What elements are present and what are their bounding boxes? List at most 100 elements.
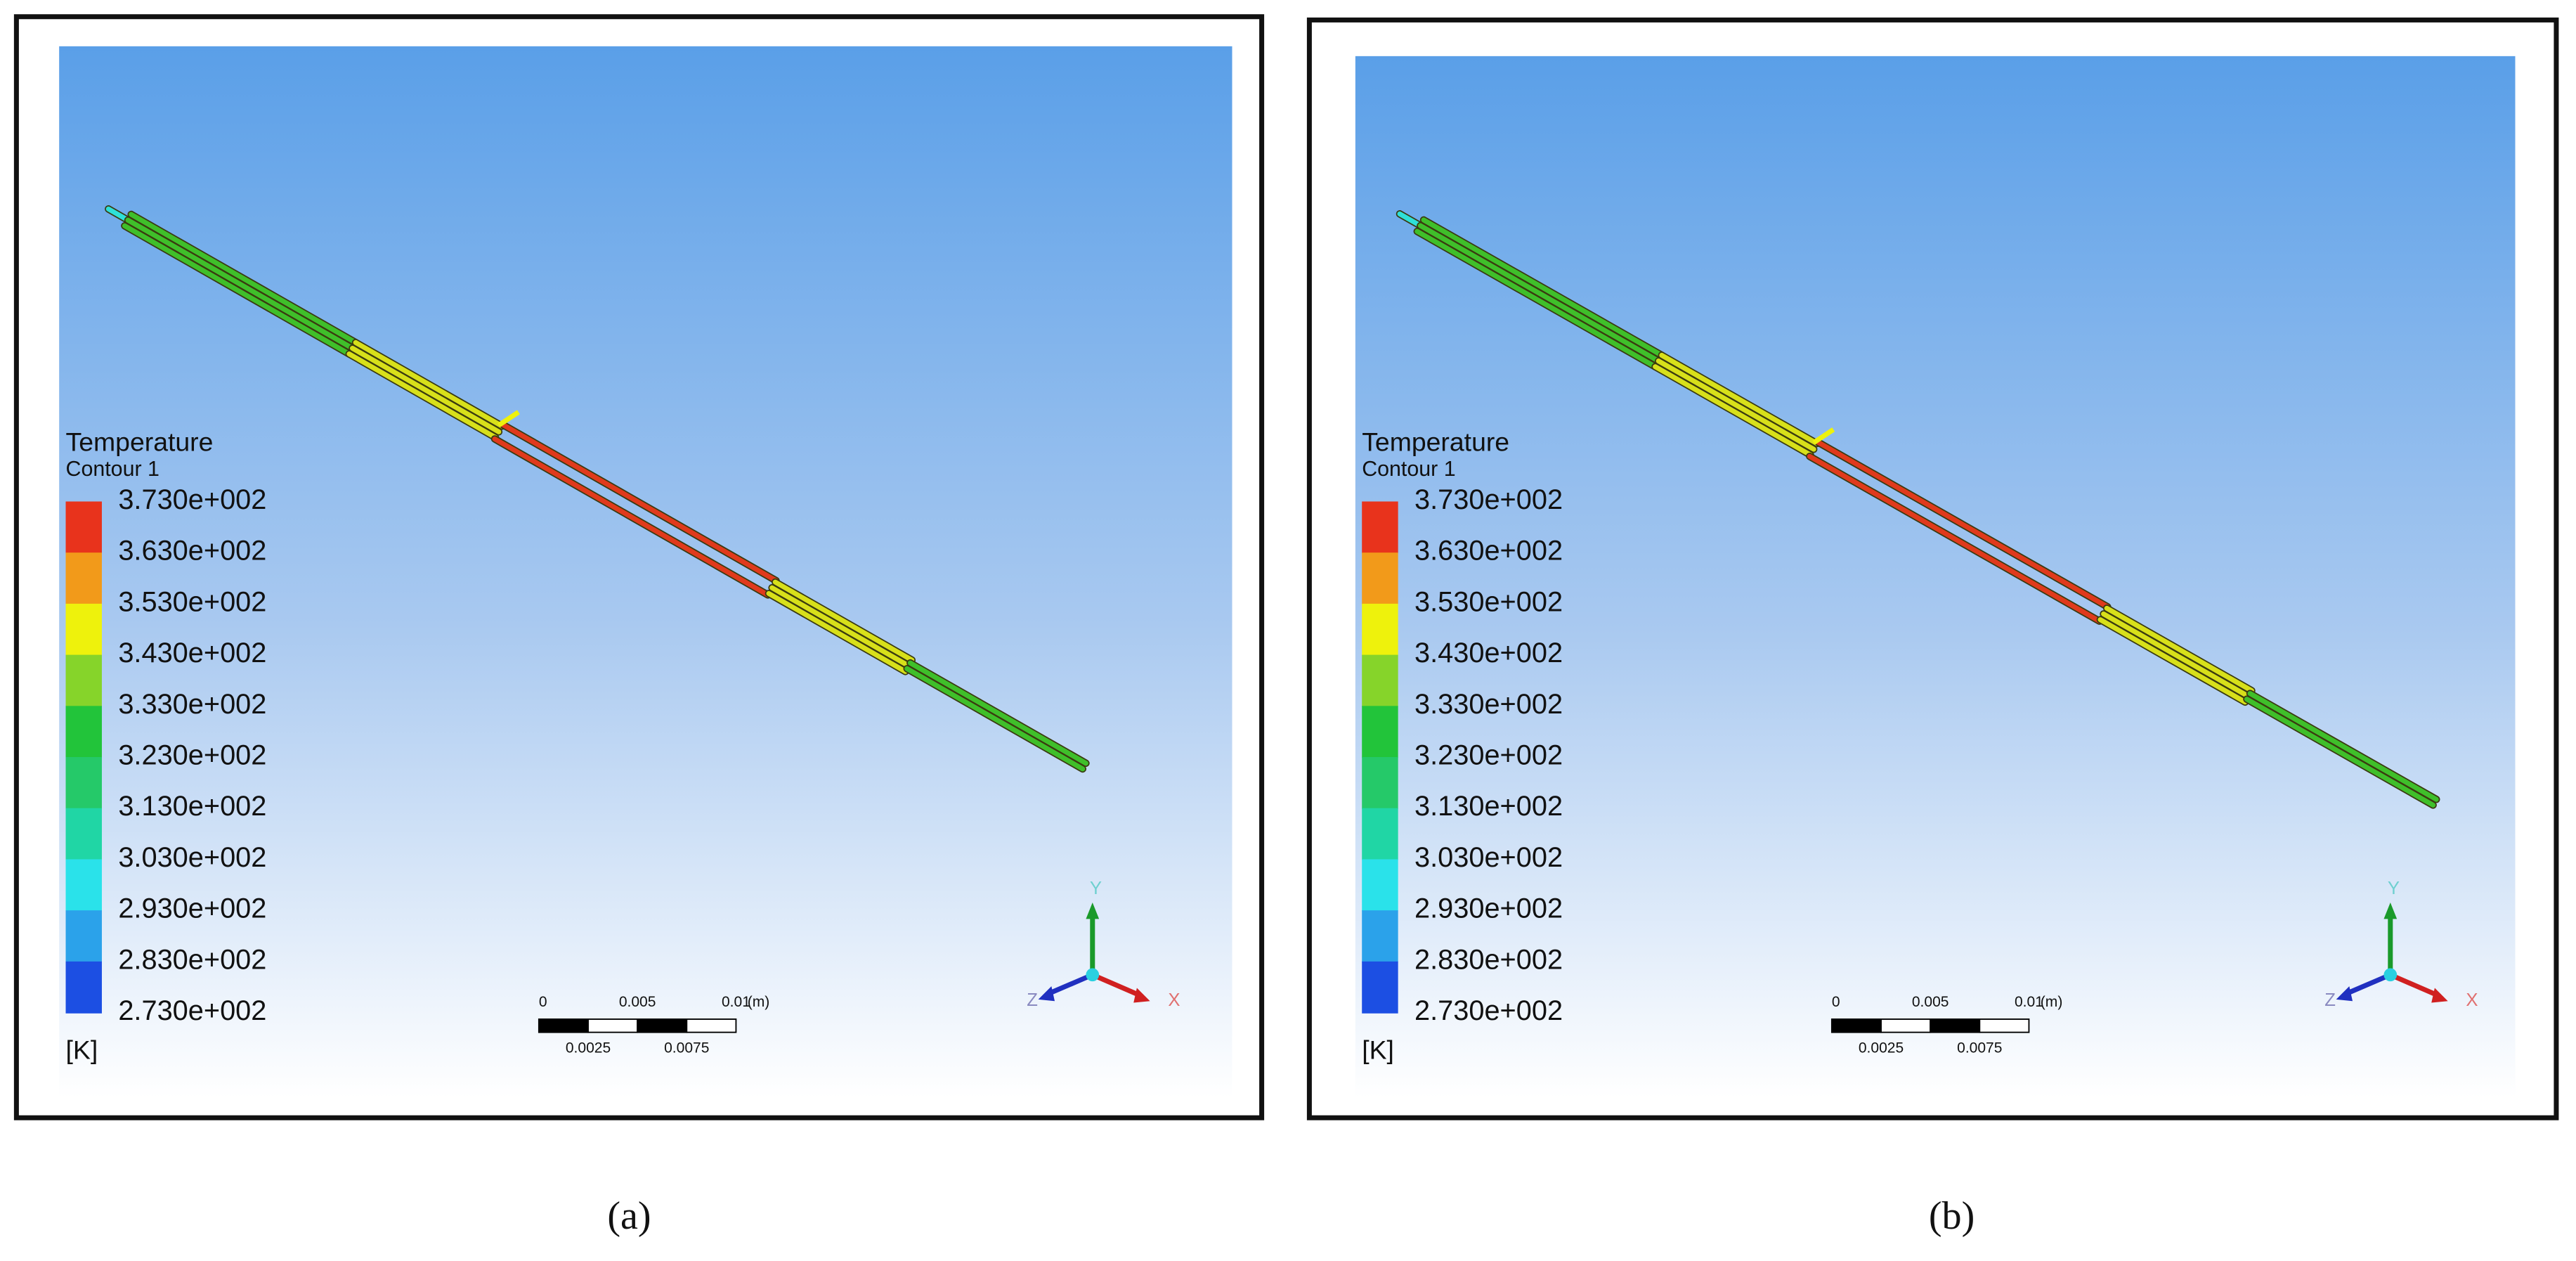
triad-label: Z bbox=[1027, 990, 1038, 1010]
scale-label: 0.0075 bbox=[1957, 1040, 2002, 1056]
pipe bbox=[907, 660, 1088, 766]
legend-label: 3.230e+002 bbox=[118, 740, 266, 771]
legend-swatch bbox=[1362, 757, 1398, 809]
pipe-stub bbox=[1812, 427, 1835, 445]
pipe bbox=[1414, 228, 1658, 370]
scale-unit: (m) bbox=[2041, 994, 2063, 1010]
legend-label: 3.730e+002 bbox=[1414, 484, 1563, 515]
legend-swatch bbox=[1362, 603, 1398, 656]
legend-label: 2.730e+002 bbox=[1414, 995, 1563, 1026]
legend-swatch bbox=[1362, 706, 1398, 758]
legend-swatch bbox=[65, 706, 102, 758]
pipe-stub bbox=[497, 410, 520, 427]
legend-label: 3.030e+002 bbox=[118, 842, 266, 873]
legend-swatch bbox=[1362, 552, 1398, 605]
legend-swatch bbox=[65, 501, 102, 554]
legend-swatch bbox=[1362, 910, 1398, 963]
axis-x-head bbox=[2431, 988, 2448, 1003]
scale-label: 0.0025 bbox=[1859, 1040, 1904, 1056]
legend-title: Temperature bbox=[66, 427, 214, 457]
triad-label: Y bbox=[1090, 879, 1102, 898]
axis-z bbox=[2343, 972, 2392, 997]
panel-caption: (a) bbox=[607, 1194, 651, 1238]
scale-unit: (m) bbox=[748, 994, 770, 1010]
legend-label: 3.330e+002 bbox=[118, 689, 266, 720]
legend-label: 2.730e+002 bbox=[118, 995, 266, 1026]
legend-subtitle: Contour 1 bbox=[1362, 457, 1455, 481]
triad-origin bbox=[2383, 968, 2398, 982]
axis-y-head bbox=[2383, 902, 2398, 919]
legend-label: 2.930e+002 bbox=[1414, 893, 1563, 924]
viewport bbox=[1355, 56, 2516, 1099]
scale-bar-segment bbox=[1830, 1018, 1882, 1033]
axis-z bbox=[1045, 972, 1094, 997]
legend-swatch bbox=[1362, 654, 1398, 707]
legend-label: 3.130e+002 bbox=[1414, 791, 1563, 822]
legend-label: 3.630e+002 bbox=[118, 536, 266, 567]
scale-bar-segment bbox=[637, 1018, 688, 1033]
pipe bbox=[2244, 697, 2436, 808]
pipe bbox=[1655, 358, 1816, 452]
legend-label: 3.430e+002 bbox=[118, 638, 266, 668]
legend-swatch bbox=[1362, 961, 1398, 1014]
triad-label: Y bbox=[2388, 879, 2400, 898]
legend-swatch bbox=[65, 961, 102, 1014]
legend-swatch bbox=[1362, 859, 1398, 912]
scale-label: 0 bbox=[1832, 994, 1840, 1010]
legend-unit: [K] bbox=[1362, 1035, 1394, 1065]
pipe bbox=[772, 579, 915, 663]
triad-label: Z bbox=[2324, 990, 2336, 1010]
viewport bbox=[59, 46, 1232, 1099]
pipe bbox=[492, 436, 771, 597]
legend-swatch bbox=[65, 859, 102, 912]
scale-label: 0.01 bbox=[722, 994, 750, 1010]
triad-label: X bbox=[2466, 990, 2478, 1010]
scale-bar-segment bbox=[1979, 1018, 2030, 1033]
pipe bbox=[904, 666, 1086, 772]
legend-label: 3.730e+002 bbox=[118, 484, 266, 515]
legend-unit: [K] bbox=[66, 1035, 98, 1065]
axis-y-head bbox=[1086, 902, 1100, 919]
pipe bbox=[2097, 617, 2248, 705]
legend-label: 3.030e+002 bbox=[1414, 842, 1563, 873]
legend-label: 3.630e+002 bbox=[1414, 536, 1563, 567]
legend-label: 2.930e+002 bbox=[118, 893, 266, 924]
pipe bbox=[353, 340, 505, 429]
legend-swatch bbox=[65, 757, 102, 809]
pipe bbox=[769, 585, 911, 668]
axis-x bbox=[2389, 972, 2441, 999]
legend-swatch bbox=[1362, 501, 1398, 554]
legend-title: Temperature bbox=[1362, 427, 1509, 457]
scale-bar-segment bbox=[686, 1018, 737, 1033]
scale-label: 0.005 bbox=[1912, 994, 1949, 1010]
scale-label: 0.0075 bbox=[664, 1040, 709, 1056]
scale-bar-segment bbox=[587, 1018, 639, 1033]
pipe bbox=[1807, 453, 2102, 624]
axis-z-head bbox=[1038, 986, 1055, 1002]
triad-label: X bbox=[1168, 990, 1180, 1010]
legend-label: 3.330e+002 bbox=[1414, 689, 1563, 720]
pipe bbox=[1421, 217, 1665, 358]
pipe bbox=[2104, 605, 2254, 694]
legend-label: 2.830e+002 bbox=[118, 944, 266, 975]
pipe bbox=[1397, 211, 1423, 228]
legend-swatch bbox=[65, 552, 102, 605]
pipe bbox=[349, 345, 502, 434]
pipe bbox=[1815, 439, 2110, 609]
scale-label: 0 bbox=[539, 994, 547, 1010]
legend-swatch bbox=[1362, 808, 1398, 860]
legend-swatch bbox=[65, 808, 102, 860]
pipe bbox=[1417, 223, 1661, 364]
pipe bbox=[125, 217, 356, 351]
pipe bbox=[105, 206, 131, 223]
panel-caption: (b) bbox=[1929, 1194, 1975, 1238]
legend-subtitle: Contour 1 bbox=[66, 457, 160, 481]
axis-z-head bbox=[2336, 986, 2353, 1002]
legend-swatch bbox=[65, 910, 102, 963]
scale-bar-segment bbox=[1880, 1018, 1932, 1033]
pipe bbox=[129, 212, 358, 345]
